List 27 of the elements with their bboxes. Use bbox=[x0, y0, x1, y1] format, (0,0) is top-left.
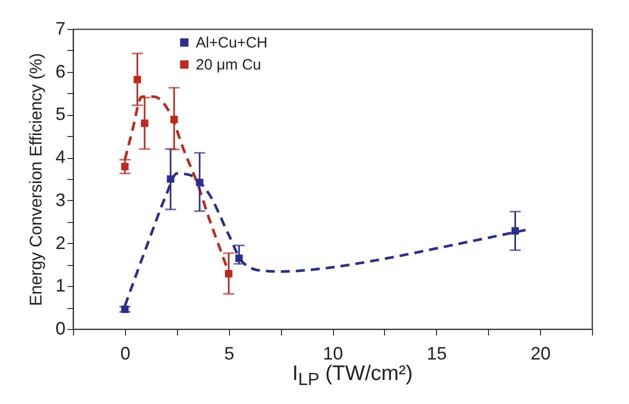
point bbox=[121, 162, 129, 170]
x-tick-label: 0 bbox=[120, 344, 130, 364]
point bbox=[170, 116, 178, 124]
point bbox=[235, 254, 243, 262]
point bbox=[140, 120, 148, 127]
y-tick-label: 1 bbox=[55, 276, 66, 296]
point bbox=[196, 178, 204, 186]
point bbox=[121, 306, 129, 313]
y-tick-label: 5 bbox=[55, 104, 66, 124]
x-tick-label: 15 bbox=[426, 344, 447, 364]
x-tick-label: 20 bbox=[530, 344, 551, 364]
legend-label: Al+Cu+CH bbox=[196, 34, 268, 52]
y-tick-label: 7 bbox=[55, 18, 66, 38]
x-axis-title: I$_{LP}$ (TW/cm²) bbox=[291, 362, 414, 390]
y-tick-label: 2 bbox=[55, 232, 66, 253]
y-tick-label: 0 bbox=[55, 318, 66, 338]
point bbox=[224, 270, 232, 278]
point bbox=[134, 76, 142, 84]
point bbox=[511, 227, 519, 235]
legend-label: 20 μm Cu bbox=[196, 56, 262, 74]
x-tick-label: 5 bbox=[224, 344, 234, 364]
y-tick-label: 4 bbox=[55, 147, 66, 168]
y-axis-title: Energy Conversion Efficiency (%) bbox=[26, 53, 46, 306]
y-tick-label: 3 bbox=[55, 190, 66, 210]
y-tick-label: 6 bbox=[55, 61, 66, 82]
x-tick-label: 10 bbox=[322, 344, 344, 364]
point bbox=[166, 175, 174, 183]
